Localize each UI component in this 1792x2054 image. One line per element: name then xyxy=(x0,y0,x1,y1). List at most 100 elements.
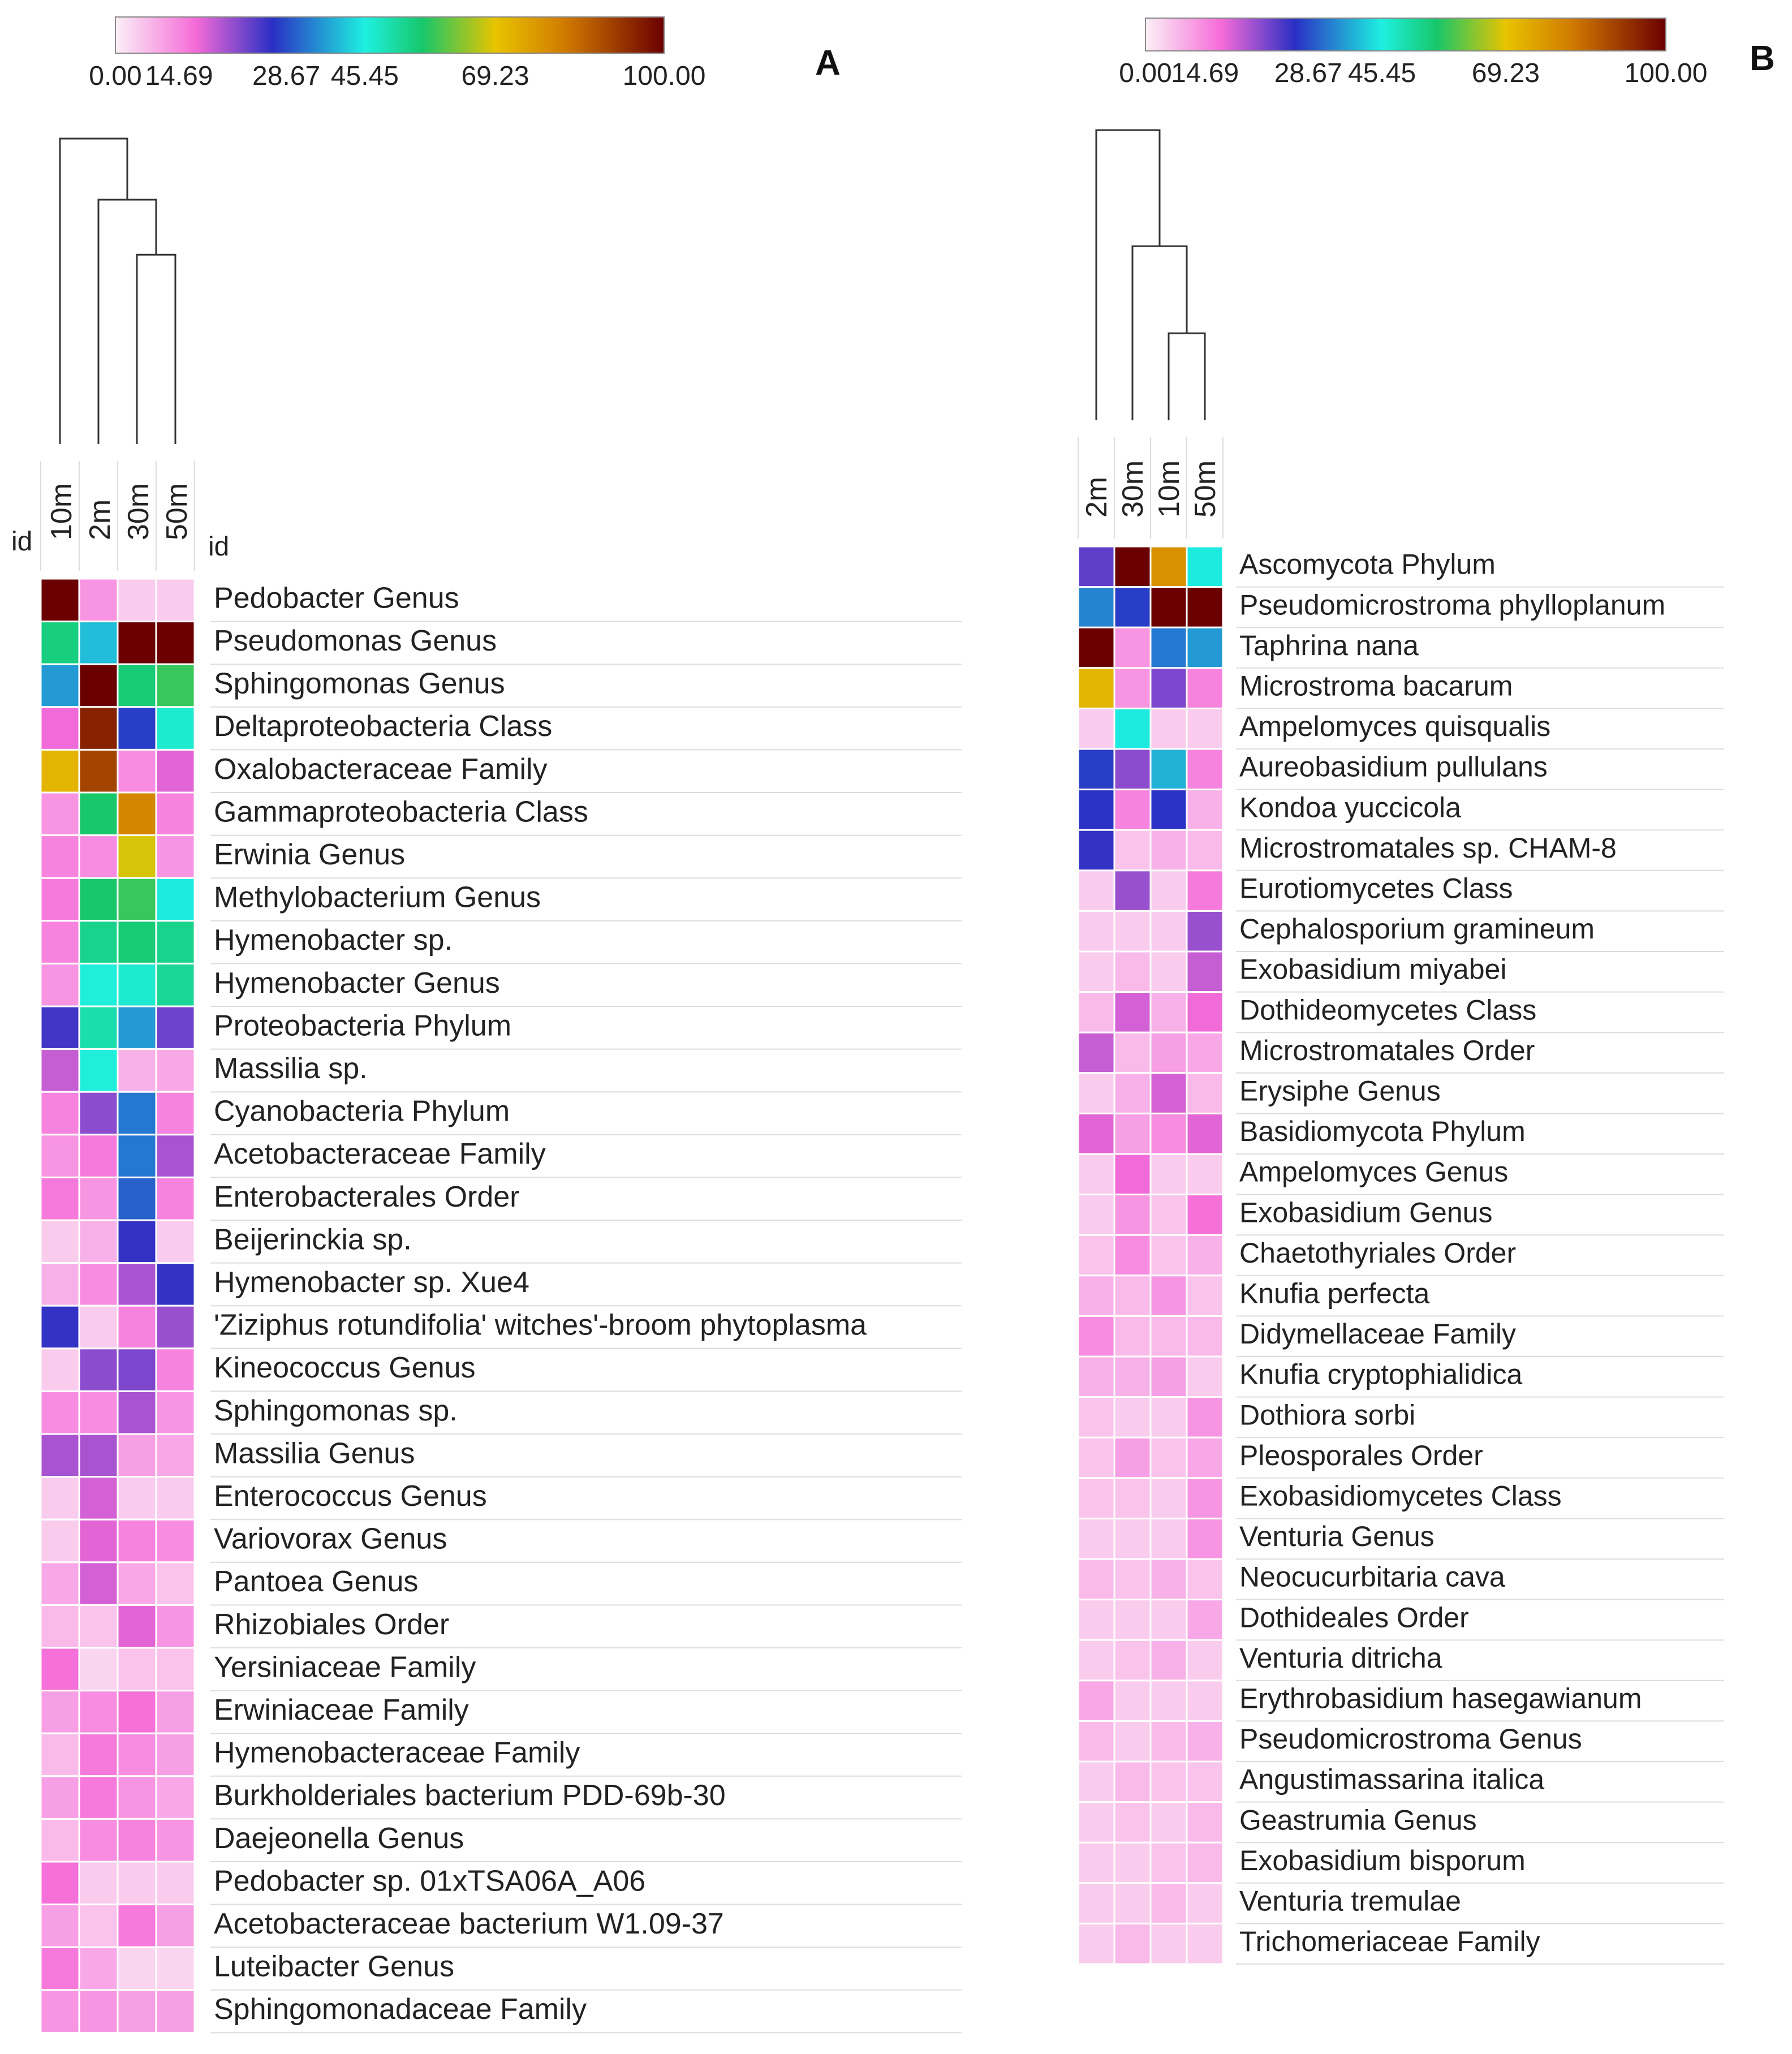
heatmap-cell xyxy=(1113,1599,1152,1641)
colorbar-tick-label: 100.00 xyxy=(1625,58,1708,88)
column-label: 2m xyxy=(84,499,117,540)
heatmap-cell xyxy=(1149,748,1188,791)
panel-label-a: A xyxy=(815,44,841,83)
colorbar-tick-label: 45.45 xyxy=(331,61,399,91)
row-label: Microstromatales sp. CHAM-8 xyxy=(1239,832,1617,864)
heatmap-cell xyxy=(1113,1558,1152,1601)
heatmap-cell xyxy=(117,1904,157,1948)
heatmap-cell xyxy=(1077,869,1115,912)
row-label: Methylobacterium Genus xyxy=(214,881,541,914)
heatmap-cell xyxy=(1113,829,1152,872)
heatmap-cell xyxy=(117,1561,157,1606)
row-label: Pseudomicrostroma phylloplanum xyxy=(1239,589,1665,621)
heatmap-cell xyxy=(117,877,157,922)
heatmap-cell xyxy=(1149,991,1188,1034)
heatmap-cell xyxy=(78,1476,119,1521)
heatmap-cell xyxy=(1113,1153,1152,1196)
heatmap-cell xyxy=(1186,991,1224,1034)
heatmap-cell xyxy=(1186,1194,1224,1236)
heatmap-cell xyxy=(40,1647,80,1692)
colorbar-tick-label: 0.00 xyxy=(1119,58,1171,88)
heatmap-cell xyxy=(155,706,196,751)
row-label: Knufia perfecta xyxy=(1239,1277,1430,1309)
heatmap-cell xyxy=(1113,950,1152,993)
heatmap-cell xyxy=(1149,667,1188,709)
heatmap-cell xyxy=(1149,1274,1188,1317)
heatmap-cell xyxy=(40,1690,80,1734)
heatmap-cell xyxy=(1077,991,1115,1034)
heatmap-cell xyxy=(1077,1599,1115,1641)
heatmap-cell xyxy=(1186,626,1224,669)
heatmap-cell xyxy=(1113,1072,1152,1114)
heatmap-cell xyxy=(1113,1274,1152,1317)
heatmap-cell xyxy=(1077,1315,1115,1358)
heatmap-cell xyxy=(117,1518,157,1564)
heatmap-cell xyxy=(78,1005,119,1050)
row-label: Deltaproteobacteria Class xyxy=(214,710,552,743)
heatmap-cell xyxy=(117,1476,157,1521)
heatmap-cell xyxy=(78,1262,119,1307)
heatmap-cell xyxy=(1077,586,1115,628)
heatmap-cell xyxy=(117,1604,157,1649)
heatmap-cell xyxy=(40,962,80,1007)
heatmap-cell xyxy=(1149,1315,1188,1358)
row-label: Exobasidium Genus xyxy=(1239,1196,1492,1228)
row-label: Erwinia Genus xyxy=(214,838,405,871)
row-label: Dothideales Order xyxy=(1239,1601,1469,1633)
row-label: Pseudomicrostroma Genus xyxy=(1239,1723,1582,1755)
heatmap-cell xyxy=(1113,707,1152,750)
heatmap-cell xyxy=(1113,1720,1152,1763)
heatmap-cell xyxy=(1113,545,1152,588)
heatmap-cell xyxy=(155,621,196,665)
heatmap-cell xyxy=(1077,707,1115,750)
heatmap-cell xyxy=(1186,1599,1224,1641)
row-label: Daejeonella Genus xyxy=(214,1822,464,1855)
heatmap-cell xyxy=(78,1347,119,1392)
heatmap-cell xyxy=(155,1904,196,1948)
row-label: Enterococcus Genus xyxy=(214,1480,487,1513)
colorbar-tick-label: 28.67 xyxy=(1274,58,1342,88)
row-label: Erythrobasidium hasegawianum xyxy=(1239,1682,1642,1714)
heatmap-cell xyxy=(1186,1841,1224,1884)
heatmap-cell xyxy=(1186,1801,1224,1844)
heatmap-cell xyxy=(1113,1801,1152,1844)
heatmap-cell xyxy=(1113,869,1152,912)
row-label: Chaetothyriales Order xyxy=(1239,1237,1516,1269)
heatmap-cell xyxy=(78,1518,119,1564)
heatmap-cell xyxy=(78,1219,119,1264)
row-label: Aureobasidium pullulans xyxy=(1239,751,1548,783)
panel-b: B xyxy=(1750,39,1775,78)
row-label: Acetobacteraceae bacterium W1.09-37 xyxy=(214,1907,724,1940)
heatmap-cell xyxy=(1186,1558,1224,1601)
heatmap-cell xyxy=(78,1775,119,1820)
heatmap-cell xyxy=(1113,1396,1152,1439)
heatmap-cell xyxy=(1113,1477,1152,1519)
heatmap-cell xyxy=(78,1390,119,1435)
column-label: 30m xyxy=(122,483,155,540)
heatmap-cell xyxy=(78,748,119,794)
heatmap-cell xyxy=(155,748,196,794)
heatmap-cell xyxy=(40,1904,80,1948)
heatmap-cell xyxy=(40,1476,80,1521)
heatmap-cell xyxy=(1077,1517,1115,1560)
heatmap-cell xyxy=(1149,1477,1188,1519)
heatmap-cell xyxy=(1149,707,1188,750)
row-label: Sphingomonas Genus xyxy=(214,668,505,700)
heatmap-cell xyxy=(117,1304,157,1350)
heatmap-cell xyxy=(1149,1882,1188,1924)
heatmap-cell xyxy=(1077,1355,1115,1398)
heatmap-cell xyxy=(1077,1558,1115,1601)
heatmap-cell xyxy=(1186,1112,1224,1155)
heatmap-cell xyxy=(117,1091,157,1136)
heatmap-cell xyxy=(78,1091,119,1136)
row-label: Sphingomonas sp. xyxy=(214,1394,458,1427)
heatmap-cell xyxy=(1186,586,1224,628)
heatmap-cell xyxy=(1149,1234,1188,1277)
row-label: Pedobacter sp. 01xTSA06A_A06 xyxy=(214,1864,645,1897)
row-label: Yersiniaceae Family xyxy=(214,1651,476,1683)
heatmap-cell xyxy=(1186,545,1224,588)
heatmap-cell xyxy=(155,1262,196,1307)
row-label: Kineococcus Genus xyxy=(214,1351,476,1384)
colorbar-tick-label: 28.67 xyxy=(252,61,320,91)
